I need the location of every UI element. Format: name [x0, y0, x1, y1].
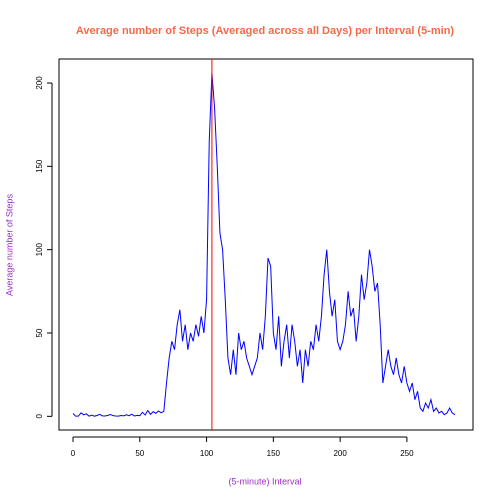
x-tick-label: 250: [400, 449, 414, 458]
y-axis-label: Average number of Steps: [4, 194, 14, 296]
y-tick-label: 200: [35, 76, 44, 90]
plot-box: [58, 58, 474, 431]
x-tick-label: 50: [135, 449, 144, 458]
y-tick-label: 0: [35, 414, 44, 419]
y-tick-label: 150: [35, 159, 44, 173]
x-tick-label: 100: [200, 449, 214, 458]
x-axis-label: (5-minute) Interval: [228, 476, 301, 486]
data-line: [72, 72, 456, 417]
chart-title: Average number of Steps (Averaged across…: [76, 25, 455, 37]
y-tick-label: 50: [35, 328, 44, 337]
x-tick-label: 200: [333, 449, 347, 458]
x-tick-label: 0: [71, 449, 76, 458]
x-tick-label: 150: [267, 449, 281, 458]
y-tick-label: 100: [35, 242, 44, 256]
